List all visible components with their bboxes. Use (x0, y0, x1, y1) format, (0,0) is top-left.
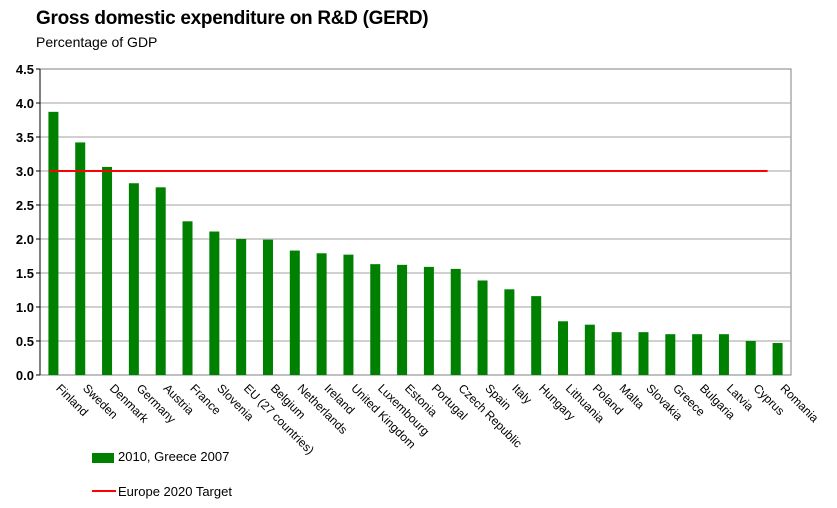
bar-poland (584, 324, 595, 375)
bar-sweden (75, 142, 86, 375)
y-tick-label: 1.5 (16, 266, 34, 281)
bar-belgium (262, 239, 273, 375)
y-tick-label: 3.5 (16, 130, 34, 145)
y-tick-label: 0.5 (16, 334, 34, 349)
y-tick-label: 3.0 (16, 164, 34, 179)
y-tick-label: 4.5 (16, 62, 34, 77)
legend-swatch-target (92, 490, 116, 492)
plot-area (39, 68, 792, 376)
bar-austria (155, 187, 166, 375)
bar-romania (772, 343, 783, 375)
bar-denmark (102, 166, 113, 375)
x-axis-labels: FinlandSwedenDenmarkGermanyAustriaFrance… (53, 381, 821, 457)
legend-label-target: Europe 2020 Target (118, 484, 232, 499)
bar-finland (48, 111, 59, 375)
x-tick-label: Romania (777, 381, 821, 425)
bar-united-kingdom (343, 254, 354, 375)
bar-ireland (316, 253, 327, 375)
bar-hungary (531, 296, 542, 375)
chart-subtitle: Percentage of GDP (36, 34, 158, 50)
bar-eu-27-countries- (236, 239, 247, 375)
bar-germany (128, 183, 139, 375)
y-tick-label: 1.0 (16, 300, 34, 315)
bar-cyprus (745, 341, 756, 375)
y-tick-label: 0.0 (16, 368, 34, 383)
y-tick-label: 2.5 (16, 198, 34, 213)
bar-latvia (718, 334, 729, 375)
bar-france (182, 221, 193, 375)
bar-lithuania (558, 321, 569, 375)
bar-bulgaria (692, 334, 703, 375)
legend-swatch-bars (92, 453, 114, 463)
bar-netherlands (289, 250, 300, 375)
chart-title: Gross domestic expenditure on R&D (GERD) (36, 8, 429, 29)
legend-label-bars: 2010, Greece 2007 (118, 449, 230, 464)
bar-portugal (423, 266, 434, 375)
bar-slovakia (638, 332, 649, 375)
bar-malta (611, 332, 622, 375)
y-axis-ticks: 0.0 0.5 1.0 1.5 2.0 2.5 3.0 3.5 4.0 4.5 (16, 62, 41, 383)
bar-luxembourg (370, 264, 381, 375)
bar-czech-republic (450, 268, 461, 375)
bar-spain (477, 280, 488, 375)
y-tick-label: 4.0 (16, 96, 34, 111)
bar-slovenia (209, 231, 220, 375)
y-tick-label: 2.0 (16, 232, 34, 247)
bars (48, 111, 783, 375)
bar-estonia (397, 264, 408, 375)
bar-italy (504, 289, 515, 375)
bar-greece (665, 334, 676, 375)
